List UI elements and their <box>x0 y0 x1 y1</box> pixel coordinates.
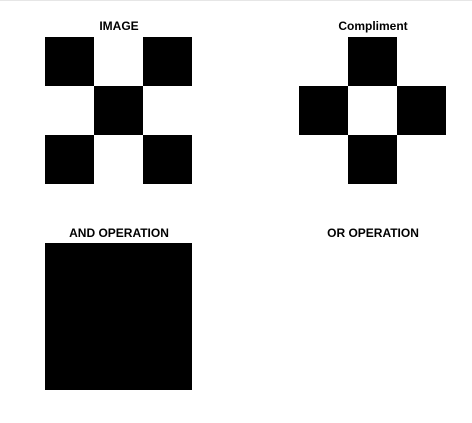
black-pixel <box>94 86 143 135</box>
white-pixel <box>94 37 143 86</box>
black-pixel <box>143 135 192 184</box>
white-pixel <box>348 292 397 341</box>
white-pixel <box>397 243 446 292</box>
black-pixel <box>143 243 192 292</box>
compliment-panel-title: Compliment <box>338 19 408 33</box>
black-pixel <box>94 243 143 292</box>
or-operation-grid <box>299 243 446 390</box>
white-pixel <box>299 37 348 86</box>
white-pixel <box>143 86 192 135</box>
white-pixel <box>299 292 348 341</box>
black-pixel <box>45 292 94 341</box>
compliment-grid <box>299 37 446 184</box>
and-operation-panel-title: AND OPERATION <box>69 226 169 240</box>
black-pixel <box>45 135 94 184</box>
white-pixel <box>348 86 397 135</box>
black-pixel <box>143 292 192 341</box>
image-panel-title: IMAGE <box>99 19 139 33</box>
black-pixel <box>45 243 94 292</box>
black-pixel <box>299 86 348 135</box>
black-pixel <box>397 86 446 135</box>
white-pixel <box>348 341 397 390</box>
white-pixel <box>397 292 446 341</box>
black-pixel <box>45 37 94 86</box>
white-pixel <box>397 37 446 86</box>
black-pixel <box>143 37 192 86</box>
and-operation-grid <box>45 243 192 390</box>
black-pixel <box>143 341 192 390</box>
white-pixel <box>94 135 143 184</box>
white-pixel <box>397 341 446 390</box>
white-pixel <box>299 341 348 390</box>
white-pixel <box>299 135 348 184</box>
white-pixel <box>348 243 397 292</box>
white-pixel <box>397 135 446 184</box>
image-grid <box>45 37 192 184</box>
white-pixel <box>45 86 94 135</box>
black-pixel <box>94 292 143 341</box>
white-pixel <box>299 243 348 292</box>
black-pixel <box>94 341 143 390</box>
black-pixel <box>348 135 397 184</box>
or-operation-panel-title: OR OPERATION <box>327 226 419 240</box>
black-pixel <box>348 37 397 86</box>
black-pixel <box>45 341 94 390</box>
